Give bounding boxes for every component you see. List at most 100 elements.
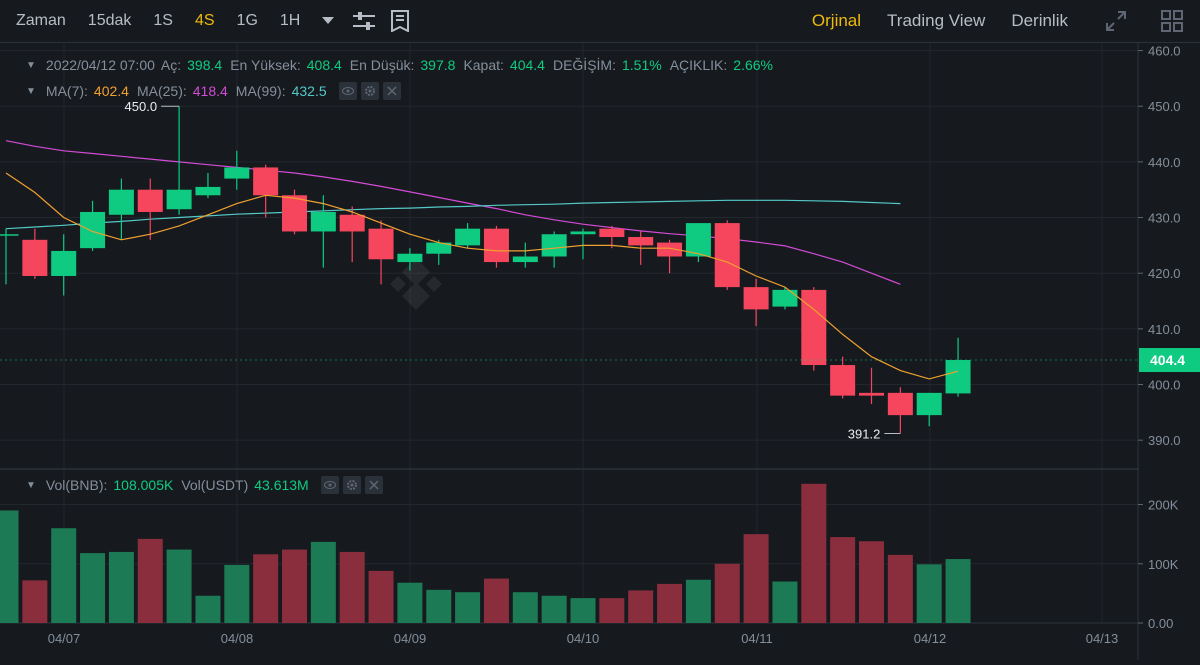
volume-bar-up [916,564,942,623]
volume-bar-down [628,590,654,623]
candle-down [657,239,683,274]
interval-1w[interactable]: 1H [279,12,301,29]
current-price-label: 404.4 [1150,352,1185,368]
current-price-tag [1139,348,1200,373]
candle-down [859,367,884,404]
collapse-triangle-icon[interactable]: ▼ [26,479,36,491]
gear-icon[interactable] [342,476,361,494]
time-tick-label: 04/12 [914,631,947,646]
legend-change-label: DEĞİŞİM: [552,57,616,73]
ohlc-legend: ▼ 2022/04/12 07:00 Aç: 398.4 En Yüksek: … [26,57,781,73]
candle-down [339,206,365,263]
candle-body [51,250,77,276]
view-depth[interactable]: Derinlik [1011,11,1068,30]
candles [0,106,971,434]
chart-area[interactable]: 450.0 391.2 460.0 450.0 440.0 430.0 420.0 410.… [0,43,1200,660]
close-icon[interactable] [364,476,383,494]
collapse-triangle-icon[interactable]: ▼ [26,59,36,71]
candle-up [945,337,971,397]
candle-down [137,178,163,240]
chart-grid [0,43,1200,660]
volume-bar-up [108,551,134,623]
legend-high-value: 408.4 [306,57,342,73]
ma25-line [5,199,901,230]
candle-body [541,234,567,257]
candle-up [455,223,481,249]
time-tick-label: 04/11 [741,631,773,646]
legend-amplitude-label: AÇIKLIK: [669,57,728,73]
interval-1d[interactable]: 1G [236,12,258,29]
interval-time[interactable]: Zaman [16,12,66,29]
volume-bar-down [599,598,625,623]
legend-open-label: Aç: [160,57,182,73]
axes: 460.0 450.0 440.0 430.0 420.0 410.0 400.0 390.0… [0,43,1200,660]
candle-up [195,173,221,199]
candle-up [166,106,192,215]
candle-body [253,167,279,196]
candle-body [397,253,423,263]
candle-body [310,211,336,232]
chevron-down-icon[interactable] [314,7,342,35]
ma99-value: 432.5 [291,83,327,99]
candle-body [224,167,250,179]
candle-body [685,223,711,257]
candle-up [397,248,423,271]
watermark-logo [390,258,442,310]
eye-icon[interactable] [320,476,339,494]
candlestick-chart[interactable]: 450.0 391.2 460.0 450.0 440.0 430.0 420.0 410.… [0,43,1200,660]
candle-body [455,228,481,246]
expand-icon[interactable] [1102,7,1130,35]
candle-body [570,231,596,235]
candle-body [368,228,394,260]
legend-open-value: 398.4 [187,57,223,73]
indicator-icon[interactable] [386,7,414,35]
candle-body [0,234,19,236]
candle-down [801,287,827,371]
high-marker-label: 450.0 [125,99,158,114]
view-tradingview[interactable]: Trading View [887,11,986,30]
grid-layout-icon[interactable] [1158,7,1186,35]
volume-bar-down [253,554,279,623]
candle-body [945,360,971,394]
candle-body [801,289,827,366]
view-original[interactable]: Orjinal [811,11,862,30]
settings-sliders-icon[interactable] [350,7,378,35]
legend-close-label: Kapat: [463,57,504,73]
legend-change-value: 1.51% [621,57,662,73]
interval-4h[interactable]: 4S [194,12,215,29]
candle-body [195,186,221,196]
candle-down [368,220,394,285]
candle-down [282,189,307,235]
interval-1h[interactable]: 1S [153,12,173,29]
ma7-value: 402.4 [93,83,129,99]
volume-bar-down [22,580,48,623]
volume-legend: ▼ Vol(BNB): 108.005K Vol(USDT) 43.613M [26,476,383,494]
price-tick-label: 440.0 [1148,155,1181,170]
candle-up [80,200,106,251]
close-icon[interactable] [382,82,401,100]
collapse-triangle-icon[interactable]: ▼ [26,85,36,97]
eye-icon[interactable] [338,82,357,100]
time-tick-label: 04/13 [1086,631,1119,646]
price-tick-label: 450.0 [1148,99,1181,114]
view-selector: Orjinal Trading View Derinlik [812,0,1200,42]
volume-bar-up [455,592,481,623]
volume-bar-down [483,578,509,623]
time-tick-label: 04/08 [221,631,254,646]
low-marker-label: 391.2 [848,426,881,441]
price-tick-label: 430.0 [1148,211,1181,226]
interval-selector: Zaman 15dak 1S 4S 1G 1H [0,0,414,42]
gear-icon[interactable] [360,82,379,100]
volume-bar-down [339,551,365,623]
volume-bar-up [685,579,711,623]
interval-15m[interactable]: 15dak [87,12,132,29]
volume-bar-down [368,570,394,623]
ma7-label: MA(7): [45,83,88,99]
candle-body [426,242,452,254]
candle-up [916,392,942,427]
volume-bar-down [743,534,769,623]
candle-body [628,237,654,246]
vol-usdt-value: 43.613M [254,477,309,493]
vol-usdt-label: Vol(USDT) [181,477,249,493]
legend-high-label: En Yüksek: [230,57,301,73]
